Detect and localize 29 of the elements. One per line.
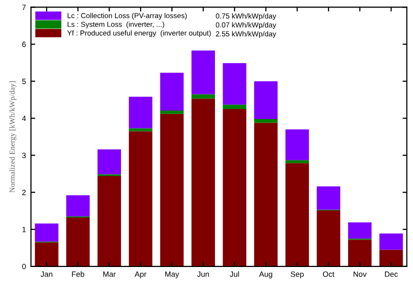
bar bbox=[254, 81, 278, 120]
bar bbox=[128, 96, 152, 128]
bar bbox=[348, 240, 372, 266]
bar bbox=[98, 176, 122, 266]
bar bbox=[128, 131, 152, 266]
bar bbox=[66, 218, 90, 266]
bar bbox=[285, 129, 309, 160]
bar bbox=[222, 104, 246, 110]
bar bbox=[160, 114, 184, 266]
bar bbox=[66, 195, 90, 216]
bar bbox=[222, 109, 246, 266]
bar bbox=[34, 223, 58, 242]
bar bbox=[379, 250, 403, 266]
bar bbox=[34, 242, 58, 266]
bar bbox=[160, 72, 184, 111]
bar bbox=[316, 186, 340, 210]
bar bbox=[348, 222, 372, 239]
bar bbox=[285, 160, 309, 164]
bar bbox=[98, 149, 122, 174]
bar bbox=[379, 233, 403, 250]
bar bbox=[191, 94, 215, 99]
bar bbox=[222, 63, 246, 105]
bar bbox=[316, 210, 340, 266]
bar bbox=[254, 119, 278, 123]
bar bbox=[285, 163, 309, 266]
bar bbox=[254, 122, 278, 266]
bar bbox=[191, 98, 215, 266]
bar bbox=[191, 50, 215, 94]
bar bbox=[160, 110, 184, 114]
